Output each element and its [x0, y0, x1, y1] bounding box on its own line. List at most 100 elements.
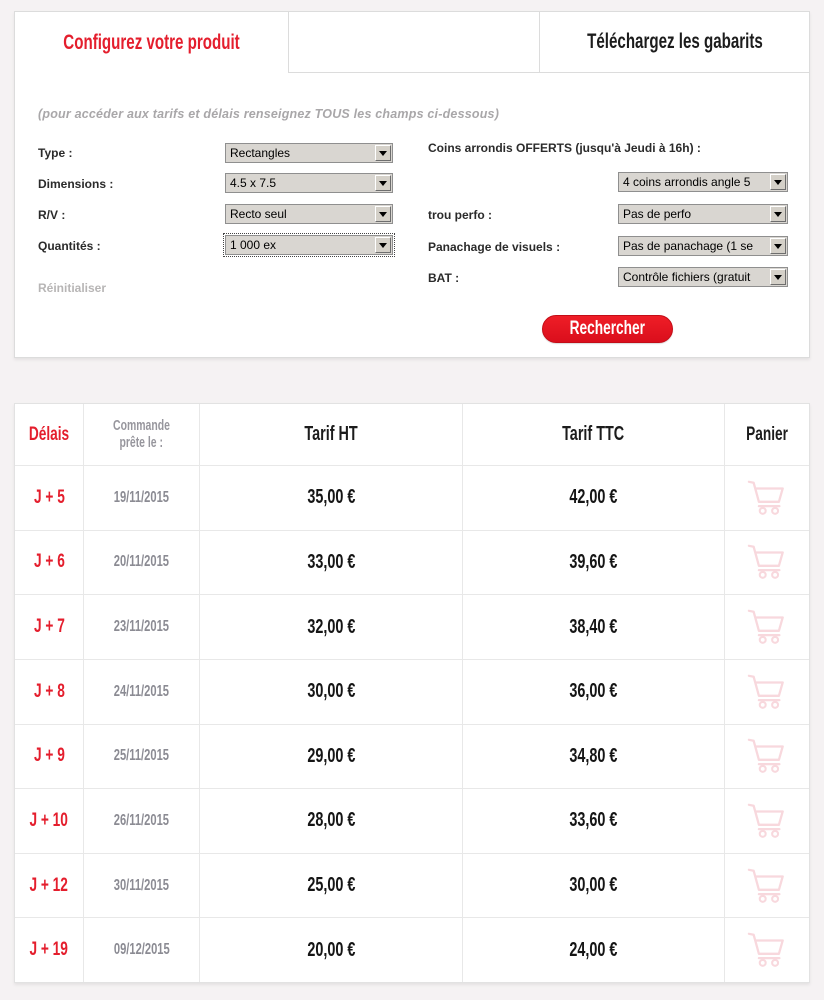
quantities-select[interactable]: 1 000 ex	[223, 233, 395, 257]
perforation-select[interactable]: Pas de perfo	[618, 204, 788, 224]
cart-icon	[747, 545, 784, 580]
table-row: J + 7 23/11/2015 32,00 € 38,40 €	[15, 595, 809, 660]
dimensions-select[interactable]: 4.5 x 7.5	[225, 173, 393, 193]
chevron-down-icon	[375, 206, 391, 222]
chevron-down-icon	[770, 238, 786, 254]
add-to-cart-button[interactable]	[725, 531, 809, 595]
table-row: J + 8 24/11/2015 30,00 € 36,00 €	[15, 659, 809, 725]
price-ht-cell: 35,00 €	[200, 466, 463, 530]
price-ttc-cell: 36,00 €	[463, 659, 725, 724]
price-ttc-cell: 39,60 €	[463, 530, 725, 595]
perforation-label: trou perfo :	[428, 208, 492, 222]
ready-date-cell: 24/11/2015	[84, 659, 200, 724]
bat-label: BAT :	[428, 271, 460, 285]
delay-cell: J + 9	[15, 724, 84, 789]
search-button-label: Rechercher	[569, 318, 646, 339]
rounded-corners-select-value: 4 coins arrondis angle 5	[623, 175, 751, 189]
chevron-down-icon	[770, 206, 786, 222]
header-tarif-ht: Tarif HT	[200, 404, 463, 465]
cart-icon	[747, 738, 784, 774]
dimensions-label: Dimensions :	[38, 177, 114, 191]
perforation-select-value: Pas de perfo	[623, 207, 692, 221]
chevron-down-icon	[375, 145, 391, 161]
header-commande: Commande prête le :	[84, 404, 200, 465]
ready-date-cell: 19/11/2015	[84, 466, 200, 530]
add-to-cart-button[interactable]	[725, 595, 809, 659]
add-to-cart-button[interactable]	[725, 789, 809, 853]
ready-date-cell: 26/11/2015	[84, 789, 200, 853]
tab-spacer	[289, 12, 539, 73]
table-row: J + 10 26/11/2015 28,00 € 33,60 €	[15, 789, 809, 854]
cart-icon	[747, 609, 784, 644]
recto-verso-label: R/V :	[38, 208, 66, 222]
price-ttc-cell: 42,00 €	[463, 466, 725, 530]
tab-bar: Configurez votre produit Téléchargez les…	[15, 12, 809, 73]
pricing-table: Délais Commande prête le : Tarif HT Tari…	[14, 403, 810, 983]
add-to-cart-button[interactable]	[725, 660, 809, 724]
table-row: J + 6 20/11/2015 33,00 € 39,60 €	[15, 530, 809, 596]
add-to-cart-button[interactable]	[725, 725, 809, 789]
delay-cell: J + 12	[15, 853, 84, 918]
add-to-cart-button[interactable]	[725, 854, 809, 918]
price-ttc-cell: 34,80 €	[463, 724, 725, 789]
header-panier: Panier	[746, 423, 788, 445]
ready-date-cell: 09/12/2015	[84, 918, 200, 982]
cart-icon	[747, 480, 784, 515]
delay-cell: J + 8	[15, 659, 84, 724]
visual-mix-label: Panachage de visuels :	[428, 240, 561, 254]
type-label: Type :	[38, 146, 73, 160]
recto-verso-select-value: Recto seul	[230, 207, 287, 221]
price-ht-cell: 33,00 €	[200, 530, 463, 595]
price-ttc-cell: 38,40 €	[463, 595, 725, 659]
ready-date-cell: 23/11/2015	[84, 595, 200, 659]
type-select-value: Rectangles	[230, 146, 291, 160]
table-row: J + 9 25/11/2015 29,00 € 34,80 €	[15, 724, 809, 790]
ready-date-cell: 25/11/2015	[84, 724, 200, 789]
cart-icon	[747, 932, 784, 968]
ready-date-cell: 20/11/2015	[84, 530, 200, 595]
tab-configure-product[interactable]: Configurez votre produit	[15, 12, 289, 73]
add-to-cart-button[interactable]	[725, 918, 809, 982]
tab-templates-label: Téléchargez les gabarits	[586, 30, 763, 53]
visual-mix-select-value: Pas de panachage (1 se	[623, 239, 754, 253]
bat-select-value: Contrôle fichiers (gratuit	[623, 270, 751, 284]
delay-cell: J + 7	[15, 595, 84, 659]
add-to-cart-button[interactable]	[725, 466, 809, 530]
form-instruction-note: (pour accéder aux tarifs et délais rense…	[38, 107, 500, 121]
cart-icon	[747, 803, 784, 838]
header-tarif-ttc: Tarif TTC	[463, 404, 725, 465]
config-form: (pour accéder aux tarifs et délais rense…	[15, 73, 809, 357]
rounded-corners-label: Coins arrondis OFFERTS (jusqu'à Jeudi à …	[428, 141, 701, 155]
cart-icon	[747, 868, 784, 903]
delay-cell: J + 6	[15, 530, 84, 595]
price-ht-cell: 29,00 €	[200, 724, 463, 789]
price-ht-cell: 30,00 €	[200, 659, 463, 724]
header-delais: Délais	[15, 404, 84, 465]
rounded-corners-select[interactable]: 4 coins arrondis angle 5	[618, 172, 788, 192]
price-ht-cell: 25,00 €	[200, 853, 463, 918]
visual-mix-select[interactable]: Pas de panachage (1 se	[618, 236, 788, 256]
search-button[interactable]: Rechercher	[542, 315, 673, 343]
ready-date-cell: 30/11/2015	[84, 853, 200, 918]
delay-cell: J + 10	[15, 789, 84, 853]
type-select[interactable]: Rectangles	[225, 143, 393, 163]
price-ht-cell: 20,00 €	[200, 918, 463, 982]
quantities-label: Quantités :	[38, 239, 101, 253]
chevron-down-icon	[375, 237, 391, 253]
price-ht-cell: 32,00 €	[200, 595, 463, 659]
recto-verso-select[interactable]: Recto seul	[225, 204, 393, 224]
tab-download-templates[interactable]: Téléchargez les gabarits	[539, 12, 809, 73]
chevron-down-icon	[375, 175, 391, 191]
table-row: J + 19 09/12/2015 20,00 € 24,00 €	[15, 918, 809, 982]
delay-cell: J + 5	[15, 466, 84, 530]
table-row: J + 12 30/11/2015 25,00 € 30,00 €	[15, 853, 809, 919]
delay-cell: J + 19	[15, 918, 84, 982]
quantities-select-value: 1 000 ex	[230, 238, 277, 252]
chevron-down-icon	[770, 174, 786, 190]
bat-select[interactable]: Contrôle fichiers (gratuit	[618, 267, 788, 287]
table-header-row: Délais Commande prête le : Tarif HT Tari…	[15, 404, 809, 466]
price-ttc-cell: 24,00 €	[463, 918, 725, 982]
price-ht-cell: 28,00 €	[200, 789, 463, 853]
reset-link[interactable]: Réinitialiser	[38, 281, 107, 295]
price-ttc-cell: 33,60 €	[463, 789, 725, 853]
